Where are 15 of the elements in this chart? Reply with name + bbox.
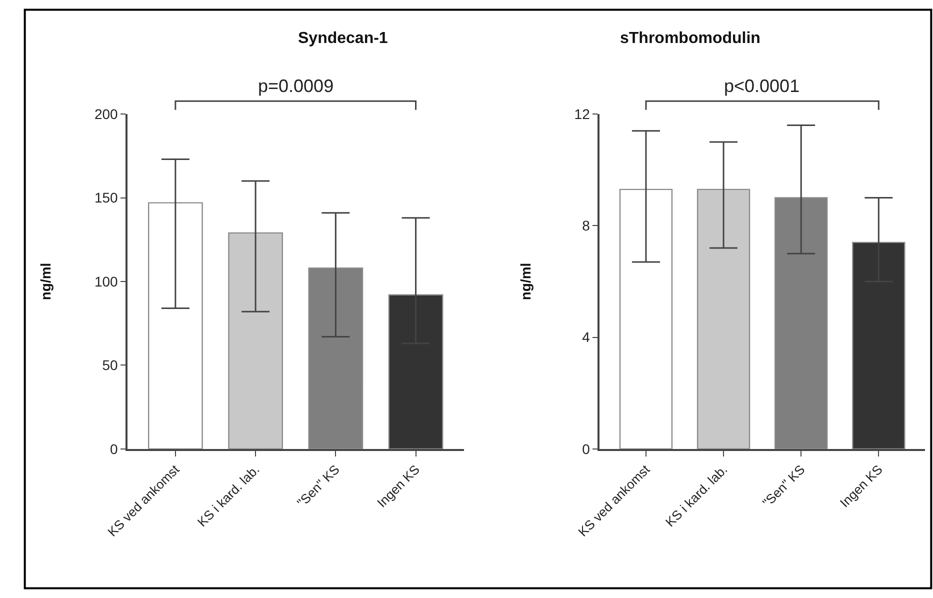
- y-tick-label: 100: [94, 273, 118, 290]
- y-axis-title: ng/ml: [38, 262, 54, 300]
- y-tick-label: 0: [582, 440, 590, 457]
- y-tick-label: 50: [102, 357, 118, 374]
- y-tick-label: 12: [574, 106, 590, 122]
- y-axis-title: ng/ml: [517, 262, 534, 300]
- chart-title: sThrombomodulin: [620, 30, 760, 47]
- y-tick-label: 200: [94, 106, 118, 122]
- text: p=0.0009: [258, 76, 334, 96]
- text: p<0.0001: [724, 76, 800, 96]
- y-tick-label: 0: [110, 440, 118, 457]
- y-tick-label: 4: [582, 329, 590, 346]
- chart-title: Syndecan-1: [298, 30, 388, 47]
- y-tick-label: 8: [582, 218, 590, 234]
- y-tick-label: 150: [94, 190, 118, 206]
